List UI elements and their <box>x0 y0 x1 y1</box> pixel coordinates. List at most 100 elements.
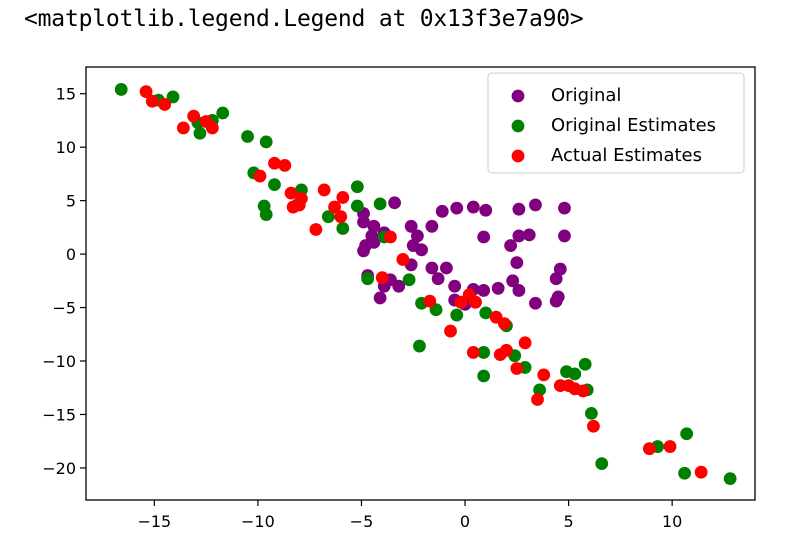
point-original-estimates <box>584 407 598 420</box>
point-original-estimates <box>578 357 592 371</box>
point-original-estimates <box>193 126 207 140</box>
point-actual-estimates <box>284 186 298 200</box>
point-original-estimates <box>241 130 254 143</box>
y-tick-label: 15 <box>56 85 76 104</box>
point-actual-estimates <box>510 362 524 375</box>
point-actual-estimates <box>423 294 437 308</box>
point-actual-estimates <box>396 253 410 266</box>
x-tick-label: 5 <box>563 512 573 531</box>
y-tick-label: 0 <box>66 245 76 264</box>
point-original-estimates <box>259 135 273 149</box>
x-axis: −15 −10 −5 0 5 10 <box>137 500 682 531</box>
point-actual-estimates <box>253 169 267 183</box>
point-original <box>491 281 505 295</box>
point-original <box>357 215 370 229</box>
x-tick-label: 0 <box>460 512 470 531</box>
data-points <box>114 83 737 486</box>
point-original-estimates <box>413 339 426 353</box>
point-original-estimates <box>321 210 335 224</box>
point-original <box>404 219 418 233</box>
legend-label-actual-estimates: Actual Estimates <box>551 145 702 166</box>
point-original <box>553 262 567 276</box>
point-original-estimates <box>477 369 491 383</box>
point-original <box>549 272 563 286</box>
point-actual-estimates <box>444 324 457 338</box>
point-actual-estimates <box>176 121 190 135</box>
point-original-estimates <box>114 83 128 96</box>
point-original-estimates <box>166 90 180 104</box>
point-original <box>367 219 381 233</box>
y-tick-label: −20 <box>42 459 76 478</box>
point-original-estimates <box>259 208 273 221</box>
point-actual-estimates <box>328 200 341 214</box>
point-original-estimates <box>361 272 375 286</box>
point-actual-estimates <box>384 230 397 244</box>
x-tick-label: −10 <box>241 512 275 531</box>
point-original <box>450 201 464 215</box>
cell-output-text: <matplotlib.legend.Legend at 0x13f3e7a90… <box>24 6 584 32</box>
point-original <box>367 235 381 249</box>
point-original <box>448 279 462 293</box>
point-original-estimates <box>680 427 694 441</box>
point-original-estimates <box>723 472 737 486</box>
y-tick-label: −5 <box>52 299 76 318</box>
point-original <box>512 229 526 243</box>
point-original-estimates <box>595 457 609 471</box>
point-original-estimates <box>216 106 230 120</box>
point-original-estimates <box>350 180 364 194</box>
point-actual-estimates <box>336 191 350 204</box>
point-original-estimates <box>479 306 493 320</box>
x-tick-label: −5 <box>350 512 374 531</box>
legend-label-original: Original <box>551 85 621 106</box>
point-actual-estimates <box>145 94 159 108</box>
point-original <box>410 229 424 243</box>
point-actual-estimates <box>531 393 544 406</box>
point-original-estimates <box>373 197 387 211</box>
point-actual-estimates <box>663 440 677 453</box>
point-actual-estimates <box>292 198 306 212</box>
point-original <box>529 198 542 212</box>
point-actual-estimates <box>317 183 331 197</box>
point-original <box>558 229 571 243</box>
point-original-estimates <box>350 199 364 213</box>
point-original-estimates <box>268 178 281 192</box>
point-original-estimates <box>336 222 350 235</box>
point-original <box>512 284 526 297</box>
point-actual-estimates <box>497 317 511 330</box>
point-actual-estimates <box>334 210 348 224</box>
point-original <box>549 294 563 308</box>
point-original <box>431 272 445 286</box>
point-actual-estimates <box>468 295 482 309</box>
point-original <box>477 284 491 297</box>
legend-marker-original-estimates <box>511 119 525 133</box>
point-original <box>479 203 493 217</box>
point-actual-estimates <box>587 419 600 433</box>
point-actual-estimates <box>375 271 389 285</box>
point-actual-estimates <box>309 223 323 236</box>
y-tick-label: 10 <box>56 138 76 157</box>
point-actual-estimates <box>278 158 292 172</box>
point-actual-estimates <box>187 109 201 123</box>
point-original <box>504 239 517 252</box>
point-original <box>357 244 370 258</box>
point-original <box>506 274 520 288</box>
point-original <box>558 201 571 215</box>
point-original-estimates <box>678 466 691 480</box>
point-original <box>392 279 406 293</box>
point-original <box>510 256 524 270</box>
point-original <box>466 200 480 214</box>
x-tick-label: −15 <box>137 512 171 531</box>
y-axis: 15 10 5 0 −5 −10 −15 −20 <box>42 85 86 478</box>
legend-marker-actual-estimates <box>511 149 525 163</box>
point-original <box>439 261 453 275</box>
point-original <box>425 261 439 275</box>
legend-marker-original <box>511 89 525 103</box>
point-actual-estimates <box>694 465 708 479</box>
point-original <box>415 243 428 257</box>
point-original <box>512 202 526 216</box>
point-actual-estimates <box>158 98 172 111</box>
point-original-estimates <box>568 367 582 381</box>
y-tick-label: 5 <box>66 192 76 211</box>
point-original <box>529 296 542 310</box>
